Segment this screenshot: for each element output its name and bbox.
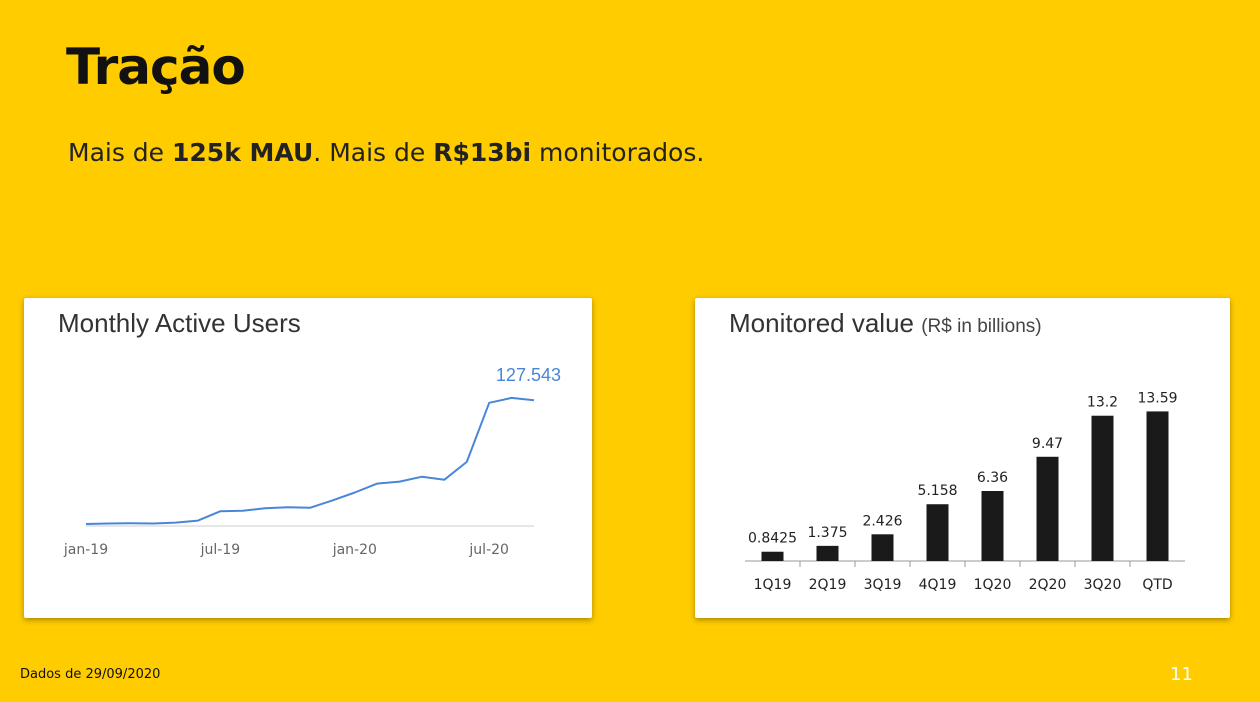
monitored-bar-chart: 0.8425 1Q19 1.375 2Q19 2.426 3Q19 5.158 4Q19 6.3… xyxy=(745,390,1185,593)
subtitle-text-3: monitorados. xyxy=(531,138,705,167)
mau-x-tick-jan-19: jan-19 xyxy=(63,542,108,558)
footer-date: Dados de 29/09/2020 xyxy=(20,667,161,682)
subtitle-highlight-mau: 125k MAU xyxy=(172,138,314,167)
monitored-chart-title-wrap: Monitored value (R$ in billions) xyxy=(729,308,1042,339)
monitored-value-label-2Q19: 1.375 xyxy=(807,525,847,541)
monitored-bar-1Q19 xyxy=(761,551,784,561)
mau-chart-title: Monthly Active Users xyxy=(58,308,301,338)
monitored-bar-QTD xyxy=(1146,411,1169,561)
mau-x-tick-jul-19: jul-19 xyxy=(200,542,241,558)
monitored-bar-3Q19 xyxy=(871,534,894,561)
monitored-value-label-4Q19: 5.158 xyxy=(917,483,957,499)
monitored-bar-2Q20 xyxy=(1036,456,1059,561)
mau-last-value-label: 127.543 xyxy=(496,365,561,385)
monitored-bar-4Q19 xyxy=(926,504,949,561)
monitored-value-label-1Q20: 6.36 xyxy=(977,470,1008,486)
subtitle-text-2: . Mais de xyxy=(313,138,434,167)
monitored-value-label-3Q20: 13.2 xyxy=(1087,395,1118,411)
subtitle-highlight-value: R$13bi xyxy=(433,138,532,167)
monitored-chart-unit: (R$ in billions) xyxy=(921,316,1042,337)
monitored-value-label-3Q19: 2.426 xyxy=(862,513,902,529)
slide-title: Tração xyxy=(66,38,246,96)
slide-subtitle: Mais de 125k MAU. Mais de R$13bi monitor… xyxy=(68,138,704,167)
monitored-value-label-QTD: 13.59 xyxy=(1137,390,1177,406)
monitored-x-tick-2Q19: 2Q19 xyxy=(809,577,847,593)
monitored-value-label-1Q19: 0.8425 xyxy=(748,531,797,547)
monitored-chart-title: Monitored value xyxy=(729,308,914,338)
monitored-x-tick-3Q20: 3Q20 xyxy=(1084,577,1122,593)
monitored-x-tick-1Q19: 1Q19 xyxy=(754,577,792,593)
mau-line-chart: jan-19 jul-19 jan-20 jul-20 127.543 xyxy=(63,365,561,558)
mau-x-tick-jan-20: jan-20 xyxy=(332,542,377,558)
monitored-bar-1Q20 xyxy=(981,491,1004,561)
subtitle-text-1: Mais de xyxy=(68,138,173,167)
monitored-bar-2Q19 xyxy=(816,545,839,561)
monitored-x-tick-4Q19: 4Q19 xyxy=(919,577,957,593)
monitored-chart-card: Monitored value (R$ in billions) 0.8425 1… xyxy=(695,298,1230,618)
mau-x-tick-jul-20: jul-20 xyxy=(468,542,509,558)
monitored-x-tick-2Q20: 2Q20 xyxy=(1029,577,1067,593)
mau-series-line xyxy=(85,396,535,525)
monitored-value-label-2Q20: 9.47 xyxy=(1032,436,1063,452)
monitored-x-tick-3Q19: 3Q19 xyxy=(864,577,902,593)
monitored-x-tick-QTD: QTD xyxy=(1142,577,1172,593)
mau-chart-card: Monthly Active Users jan-19 jul-19 jan-20 j… xyxy=(24,298,592,618)
monitored-bar-3Q20 xyxy=(1091,415,1114,561)
page-number: 11 xyxy=(1170,664,1193,685)
monitored-x-tick-1Q20: 1Q20 xyxy=(974,577,1012,593)
